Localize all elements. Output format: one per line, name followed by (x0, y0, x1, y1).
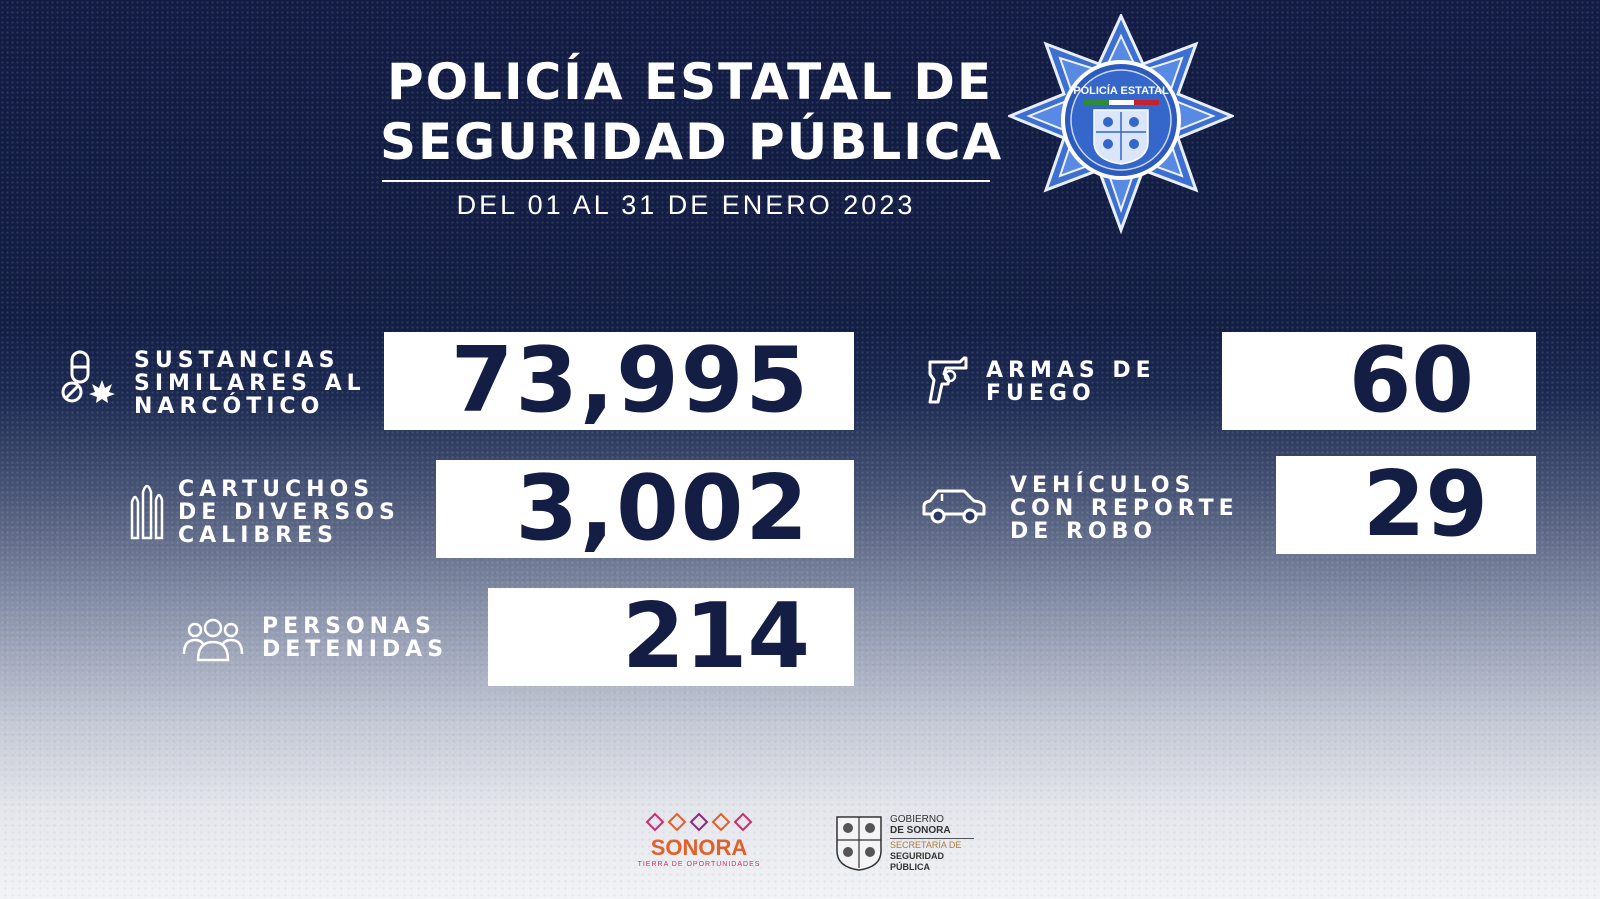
bullets-icon (130, 484, 164, 540)
gov-logo-line3: SECRETARÍA DE (890, 838, 974, 851)
stat-label-vehiculos: VEHÍCULOS CON REPORTE DE ROBO (1010, 473, 1239, 544)
page-title: POLICÍA ESTATAL DE SEGURIDAD PÚBLICA (380, 52, 1004, 172)
sonora-logo: SONORA TIERRA DE OPORTUNIDADES (634, 812, 764, 876)
stat-value-armas: 60 (1222, 332, 1536, 430)
revolver-icon (928, 356, 968, 404)
title-divider (382, 180, 990, 182)
state-shield-icon (836, 816, 882, 871)
sonora-logo-name: SONORA (650, 835, 748, 860)
gobierno-sonora-logo: GOBIERNO DE SONORA SECRETARÍA DE SEGURID… (834, 812, 974, 876)
gov-logo-line4: SEGURIDAD (890, 851, 945, 861)
gov-logo-line2: DE SONORA (890, 825, 951, 836)
sonora-logo-tagline: TIERRA DE OPORTUNIDADES (637, 861, 761, 868)
stat-label-personas: PERSONAS DETENIDAS (262, 614, 449, 662)
title-line-2: SEGURIDAD PÚBLICA (380, 113, 1004, 171)
police-star-badge-icon: POLICÍA ESTATAL (1008, 14, 1234, 234)
stat-value-cartuchos: 3,002 (436, 460, 854, 558)
stat-value-sustancias: 73,995 (384, 332, 854, 430)
badge-text: POLICÍA ESTATAL (1073, 84, 1169, 97)
people-group-icon (182, 618, 244, 662)
stat-value-vehiculos: 29 (1276, 456, 1536, 554)
gov-logo-line1: GOBIERNO (890, 814, 944, 825)
stat-label-armas: ARMAS DE FUEGO (986, 358, 1156, 406)
stat-value-personas: 214 (488, 588, 854, 686)
gov-logo-line5: PÚBLICA (890, 862, 930, 872)
car-icon (922, 489, 986, 524)
stat-label-sustancias: SUSTANCIAS SIMILARES AL NARCÓTICO (134, 348, 366, 419)
stat-label-cartuchos: CARTUCHOS DE DIVERSOS CALIBRES (178, 477, 400, 548)
title-line-1: POLICÍA ESTATAL DE (386, 53, 994, 111)
period-subtitle: DEL 01 AL 31 DE ENERO 2023 (456, 190, 916, 220)
pill-and-leaf-icon (61, 350, 115, 403)
sonora-pattern-icon (645, 812, 753, 832)
